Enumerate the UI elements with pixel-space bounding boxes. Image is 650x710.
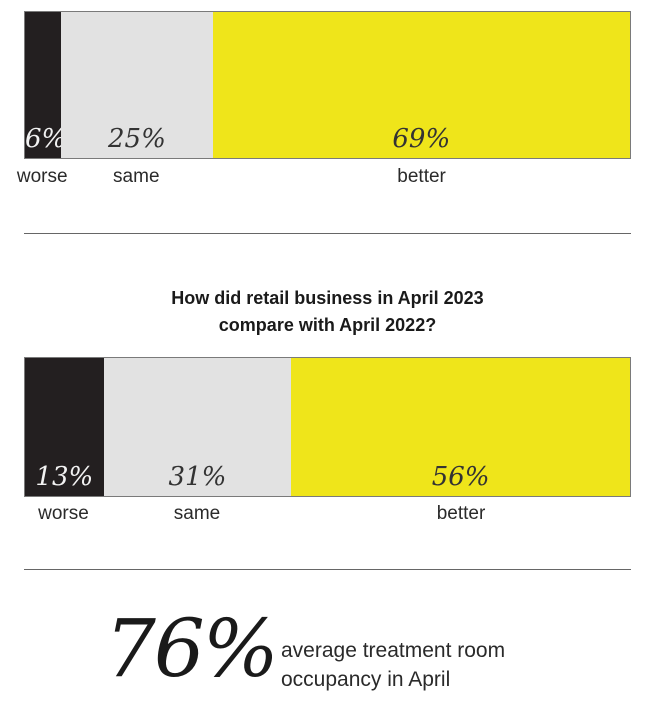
- chart-1-value-label-same: 25%: [108, 124, 166, 154]
- chart-2-value-label-worse: 13%: [35, 462, 94, 492]
- chart-1-value-label-better: 69%: [392, 124, 451, 154]
- chart-2-title: How did retail business in April 2023 co…: [24, 285, 631, 339]
- occupancy-stat-value: 76%: [105, 602, 279, 695]
- chart-2-bar-same: 31%: [103, 358, 292, 496]
- chart-1-category-worse: worse: [16, 166, 68, 187]
- chart-2-category-labels: worse same better: [24, 503, 631, 529]
- chart-2-bar-better: 56%: [291, 358, 630, 496]
- chart-1-category-labels: worse same better: [17, 166, 631, 192]
- chart-2-category-same: same: [173, 503, 221, 524]
- occupancy-stat-caption: average treatment room occupancy in Apri…: [281, 636, 505, 694]
- chart-2-value-label-better: 56%: [431, 462, 490, 492]
- chart-2-bar-worse: 13%: [25, 358, 104, 496]
- chart-1-category-same: same: [113, 166, 160, 187]
- chart-2-value-label-same: 31%: [168, 462, 227, 492]
- chart-1-bar-same: 25%: [61, 12, 213, 158]
- chart-1-stacked-bar: 6% 25% 69%: [24, 11, 631, 159]
- chart-1-category-better: better: [397, 166, 446, 187]
- occupancy-caption-line-1: average treatment room: [281, 639, 506, 662]
- chart-1-value-label-worse: 6%: [25, 124, 67, 154]
- chart-2-title-line-1: How did retail business in April 2023: [171, 288, 484, 308]
- chart-1-bar-better: 69%: [212, 12, 630, 158]
- chart-2-category-worse: worse: [38, 503, 89, 524]
- chart-2-title-line-2: compare with April 2022?: [218, 315, 437, 335]
- chart-2-category-better: better: [436, 503, 486, 524]
- occupancy-caption-line-2: occupancy in April: [281, 668, 451, 691]
- chart-1-bar-worse: 6%: [25, 12, 67, 158]
- divider-1: [24, 233, 631, 234]
- chart-2-stacked-bar: 13% 31% 56%: [24, 357, 631, 497]
- divider-2: [24, 569, 631, 570]
